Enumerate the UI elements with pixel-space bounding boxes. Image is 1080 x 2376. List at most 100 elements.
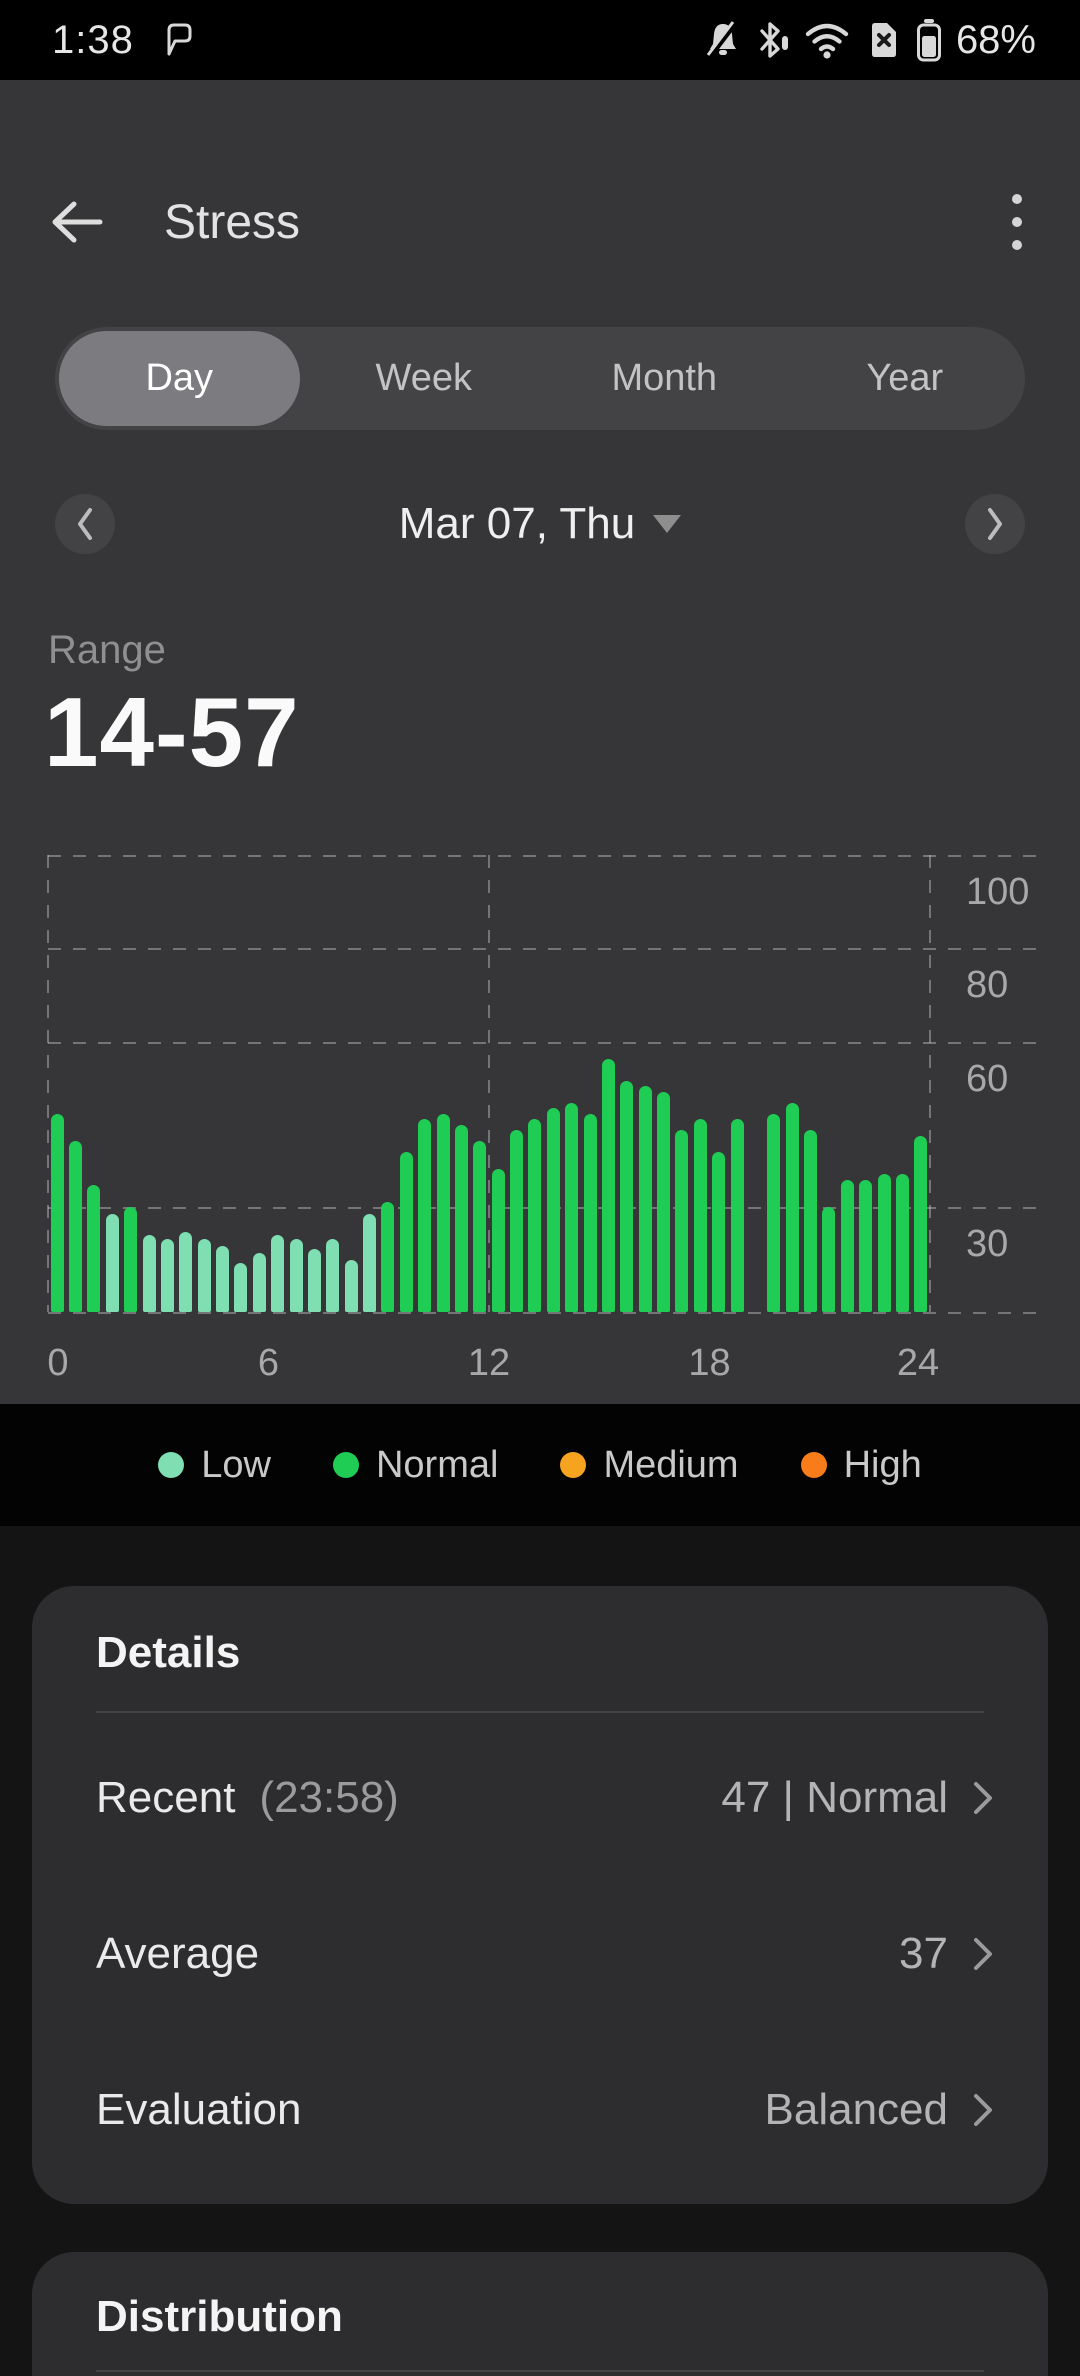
chart-bar	[252, 1252, 266, 1312]
chart-legend: Low Normal Medium High	[0, 1404, 1080, 1526]
distribution-card: Distribution	[32, 2252, 1048, 2376]
chart-bar	[601, 1058, 615, 1312]
gridline	[47, 855, 49, 1312]
status-bar: 1:38 68%	[0, 0, 1080, 80]
gridline	[48, 855, 1048, 857]
gridline	[929, 855, 931, 1312]
gridline	[488, 855, 490, 1312]
distribution-title: Distribution	[96, 2292, 343, 2341]
chart-bar	[197, 1238, 211, 1312]
wifi-icon	[804, 20, 850, 60]
legend-item-low: Low	[158, 1444, 271, 1487]
chart-bar	[234, 1263, 248, 1312]
header: Stress	[48, 162, 1036, 282]
chart-bar	[142, 1235, 156, 1312]
next-day-button[interactable]	[964, 494, 1025, 554]
range-value: 14-57	[44, 677, 300, 787]
chart-bar	[326, 1238, 340, 1312]
x-axis-label: 18	[688, 1342, 731, 1384]
chevron-down-icon	[653, 515, 682, 533]
chart-bar	[895, 1174, 909, 1312]
chart-bar	[546, 1108, 560, 1312]
chevron-right-icon	[970, 1776, 996, 1820]
divider	[96, 1711, 984, 1713]
chart-bar	[363, 1214, 377, 1312]
details-card: Details Recent (23:58) 47 | Normal Avera…	[32, 1586, 1048, 2204]
chat-notification-icon	[160, 20, 196, 60]
x-axis-label: 24	[896, 1342, 940, 1384]
date-selector[interactable]: Mar 07, Thu	[399, 499, 682, 549]
low-dot-icon	[158, 1452, 185, 1478]
chart-bar	[583, 1113, 597, 1312]
average-row[interactable]: Average 37	[96, 1914, 996, 1994]
chart-bar	[822, 1207, 836, 1312]
legend-item-high: High	[800, 1444, 922, 1487]
page-title: Stress	[164, 195, 301, 249]
bluetooth-icon	[756, 20, 790, 60]
chart-bar	[216, 1245, 230, 1312]
recent-time: (23:58)	[259, 1773, 399, 1822]
chart-bar	[565, 1102, 579, 1312]
chart-bar	[399, 1152, 413, 1312]
chart-bar	[712, 1152, 726, 1312]
sim-missing-icon	[864, 20, 902, 60]
chart-x-axis: 0 6 12 18 24	[47, 1342, 939, 1392]
y-axis-label: 60	[966, 1058, 1009, 1100]
tab-year[interactable]: Year	[866, 357, 944, 399]
chart-bar	[877, 1174, 891, 1312]
recent-row[interactable]: Recent (23:58) 47 | Normal	[96, 1758, 996, 1838]
gridline	[48, 1042, 1048, 1044]
tab-month[interactable]: Month	[611, 357, 718, 399]
previous-day-button[interactable]	[55, 494, 115, 554]
gridline	[48, 948, 1048, 950]
battery-icon	[916, 18, 942, 62]
chart-bar	[473, 1141, 487, 1312]
chart-bar	[381, 1201, 395, 1312]
chart-bar	[767, 1113, 781, 1312]
chart-bar	[87, 1185, 101, 1312]
tab-week[interactable]: Week	[375, 357, 472, 399]
chart-bar	[307, 1249, 321, 1312]
chart-bar	[124, 1207, 138, 1312]
range-label: Range	[48, 628, 166, 672]
date-navigation: Mar 07, Thu	[55, 492, 1025, 556]
chart-bar	[179, 1231, 193, 1312]
stress-bar-chart[interactable]: 0 6 12 18 24 100 80 60 30	[47, 855, 1048, 1384]
chart-bar	[436, 1113, 450, 1312]
x-axis-label: 0	[47, 1342, 69, 1384]
normal-dot-icon	[332, 1452, 359, 1478]
tab-day[interactable]: Day	[59, 331, 300, 426]
x-axis-label: 6	[257, 1342, 280, 1384]
y-axis-label: 30	[966, 1223, 1009, 1265]
legend-item-medium: Medium	[560, 1444, 739, 1487]
details-title: Details	[96, 1628, 241, 1677]
chevron-right-icon	[970, 2088, 996, 2132]
chevron-right-icon	[970, 1932, 996, 1976]
bell-muted-icon	[704, 20, 742, 60]
top-section: Stress Day Week Month Year Mar 07, Thu R…	[0, 80, 1080, 1404]
medium-dot-icon	[560, 1452, 587, 1478]
clock: 1:38	[52, 17, 134, 62]
chart-bar	[491, 1168, 505, 1312]
chart-bar	[69, 1141, 83, 1312]
divider	[96, 2370, 984, 2372]
high-dot-icon	[800, 1452, 827, 1478]
chart-bar	[914, 1135, 928, 1312]
more-options-button[interactable]	[998, 180, 1036, 264]
chart-bar	[528, 1119, 542, 1312]
chart-bar	[620, 1080, 634, 1312]
chart-bar	[454, 1124, 468, 1312]
chart-bar	[657, 1091, 671, 1312]
evaluation-row[interactable]: Evaluation Balanced	[96, 2070, 996, 2150]
back-button[interactable]	[48, 177, 120, 267]
chart-bar	[638, 1086, 652, 1312]
gridline	[48, 1312, 1048, 1314]
chart-bar	[859, 1179, 873, 1312]
chart-bar	[804, 1130, 818, 1312]
battery-percent: 68%	[955, 17, 1036, 62]
chart-bar	[160, 1238, 174, 1312]
x-axis-label: 12	[467, 1342, 511, 1384]
chart-bar	[510, 1130, 524, 1312]
chart-bar	[730, 1119, 744, 1312]
